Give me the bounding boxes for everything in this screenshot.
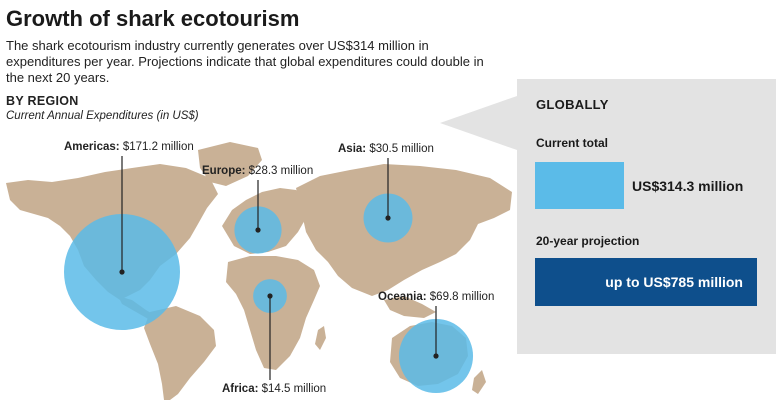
region-subheading: Current Annual Expenditures (in US$) bbox=[6, 110, 199, 122]
label-oceania: Oceania: $69.8 million bbox=[378, 291, 494, 303]
landmass-africa bbox=[226, 256, 320, 370]
label-africa-name: Africa: bbox=[222, 383, 258, 395]
chart-title: Growth of shark ecotourism bbox=[6, 6, 300, 31]
current-total-label: Current total bbox=[536, 136, 608, 150]
leader-dot-asia bbox=[385, 215, 391, 221]
label-oceania-name: Oceania: bbox=[378, 291, 427, 303]
leader-lines bbox=[119, 156, 439, 380]
chart-subtitle: The shark ecotourism industry currently … bbox=[6, 38, 484, 85]
label-europe-value: $28.3 million bbox=[245, 165, 313, 177]
label-asia-name: Asia: bbox=[338, 143, 366, 155]
current-total-value: US$314.3 million bbox=[632, 178, 744, 194]
global-heading: GLOBALLY bbox=[536, 97, 609, 112]
panel-pointer bbox=[440, 96, 517, 150]
current-total-bar bbox=[535, 162, 624, 209]
label-americas-name: Americas: bbox=[64, 141, 120, 153]
label-americas-value: $171.2 million bbox=[120, 141, 194, 153]
landmass-madagascar bbox=[315, 326, 326, 350]
leader-dot-africa bbox=[267, 293, 273, 299]
label-americas: Americas: $171.2 million bbox=[64, 141, 194, 153]
label-oceania-value: $69.8 million bbox=[427, 291, 495, 303]
region-labels: Americas: $171.2 million Europe: $28.3 mi… bbox=[64, 141, 494, 395]
landmass-south-america bbox=[144, 306, 216, 400]
projection-value: up to US$785 million bbox=[605, 274, 743, 290]
landmass-japan bbox=[448, 218, 464, 252]
label-europe: Europe: $28.3 million bbox=[202, 165, 313, 177]
label-europe-name: Europe: bbox=[202, 165, 245, 177]
leader-dot-oceania bbox=[433, 353, 439, 359]
projection-bar bbox=[535, 258, 757, 306]
label-asia-value: $30.5 million bbox=[366, 143, 434, 155]
label-africa-value: $14.5 million bbox=[258, 383, 326, 395]
landmass-southeast-asia bbox=[384, 296, 436, 318]
landmass-new-zealand bbox=[472, 370, 486, 394]
projection-label: 20-year projection bbox=[536, 234, 640, 248]
region-heading: BY REGION bbox=[6, 94, 79, 108]
global-panel bbox=[517, 79, 776, 354]
landmass-greenland bbox=[198, 142, 262, 186]
leader-dot-europe bbox=[255, 227, 261, 233]
label-asia: Asia: $30.5 million bbox=[338, 143, 434, 155]
leader-dot-americas bbox=[119, 269, 125, 275]
label-africa: Africa: $14.5 million bbox=[222, 383, 326, 395]
